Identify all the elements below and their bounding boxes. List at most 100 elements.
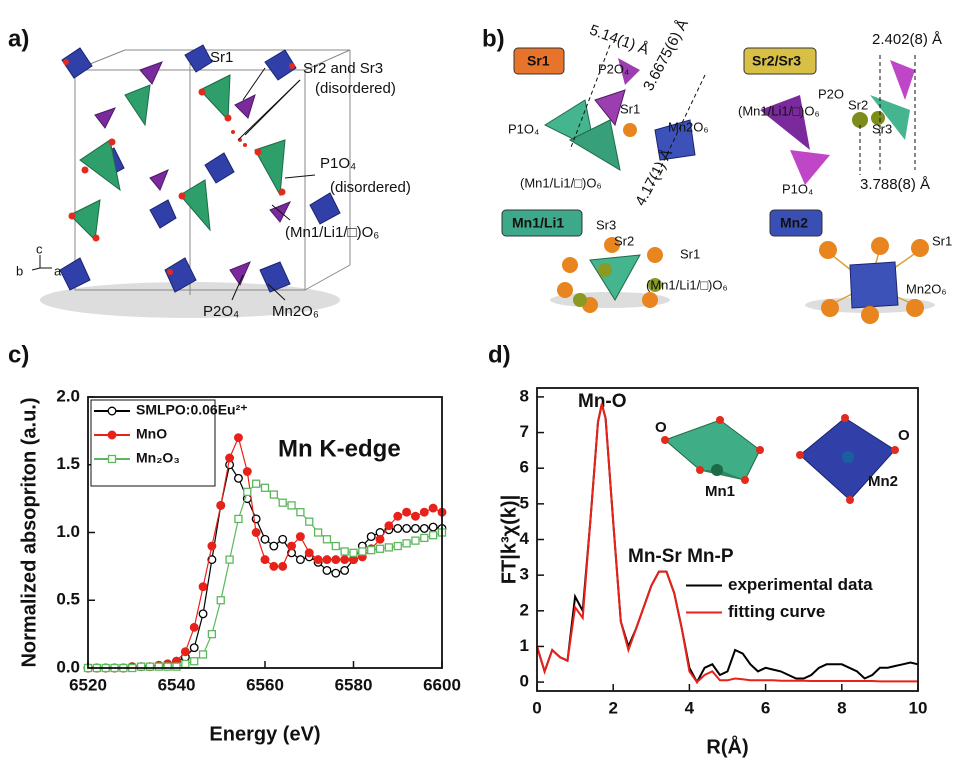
badge: Sr1 [527, 53, 550, 69]
marker [377, 545, 384, 552]
annotation: Sr1 [210, 49, 233, 66]
marker [368, 547, 375, 554]
distance: 3.6675(6) Å [640, 17, 692, 94]
marker [138, 663, 145, 670]
marker [279, 563, 287, 571]
marker [394, 512, 402, 520]
marker [235, 475, 243, 483]
marker [412, 512, 420, 520]
annotation: Mn2O₆ [668, 119, 709, 134]
annotation: Sr2 and Sr3 [303, 60, 383, 77]
annotation: P2O₄ [203, 303, 239, 320]
distance: 4.17(1) Å [632, 146, 676, 208]
marker [190, 624, 198, 632]
marker [341, 548, 348, 555]
marker [235, 434, 243, 442]
panel-label: a) [8, 25, 29, 52]
inset-polyhedra [661, 414, 899, 504]
annotation: P1O₄ [508, 121, 539, 136]
marker [164, 663, 171, 670]
x-tick-label: 6560 [246, 675, 284, 694]
marker [261, 535, 269, 543]
marker [323, 567, 331, 575]
marker [270, 563, 278, 571]
marker [429, 504, 437, 512]
legend-label: MnO [136, 426, 167, 442]
inset-label: O [655, 419, 667, 436]
annotation: Sr3 [872, 121, 892, 136]
marker [173, 663, 180, 670]
annotation: Sr2 [848, 97, 868, 112]
badge: Mn1/Li1 [512, 215, 564, 231]
y-tick-label: 6 [520, 458, 529, 477]
x-tick-label: 4 [685, 698, 695, 717]
distance: 3.788(8) Å [860, 176, 930, 193]
marker [394, 543, 401, 550]
x-axis-label: R(Å) [706, 734, 748, 758]
annotation: Sr3 [596, 217, 616, 232]
legend-label: experimental data [728, 575, 873, 594]
marker [190, 644, 198, 652]
marker [199, 610, 207, 618]
marker [244, 488, 251, 495]
inset-label: Mn2 [868, 473, 898, 490]
x-tick-label: 6 [761, 698, 770, 717]
badge: Mn2 [780, 215, 808, 231]
panel-label: c) [8, 341, 29, 368]
marker [235, 515, 242, 522]
legend-marker [108, 431, 116, 439]
marker [421, 508, 429, 516]
y-tick-label: 7 [520, 422, 529, 441]
annotation: Mn-Sr Mn-P [628, 546, 734, 567]
marker [323, 556, 331, 564]
marker [350, 549, 357, 556]
marker [385, 544, 392, 551]
x-tick-label: 8 [837, 698, 846, 717]
marker [208, 631, 215, 638]
marker [341, 556, 349, 564]
series-line [88, 465, 442, 668]
annotation: (disordered) [315, 80, 396, 97]
annotation: P1O₄ [320, 155, 356, 172]
x-tick-label: 0 [532, 698, 541, 717]
y-tick-label: 0.5 [56, 590, 80, 609]
legend-marker [109, 456, 116, 463]
marker [288, 502, 295, 509]
legend-label: fitting curve [728, 602, 825, 621]
marker [244, 468, 252, 476]
annotation: Mn K-edge [278, 435, 401, 462]
marker [297, 556, 305, 564]
marker [341, 567, 349, 575]
marker [314, 556, 322, 564]
legend-marker [108, 407, 116, 415]
panel-label: d) [488, 341, 511, 368]
marker [182, 648, 190, 656]
marker [429, 523, 437, 531]
x-tick-label: 6520 [69, 675, 107, 694]
annotation: (Mn1/Li1/□)O₆ [285, 224, 379, 241]
x-tick-label: 6580 [335, 675, 373, 694]
annotation: P2O₄ [598, 61, 629, 76]
y-tick-label: 4 [520, 529, 530, 548]
marker [262, 484, 269, 491]
crystal-structure [32, 45, 350, 318]
marker [226, 556, 233, 563]
distance: 5.14(1) Å [587, 22, 651, 59]
marker [199, 583, 207, 591]
marker [332, 543, 339, 550]
x-tick-label: 6540 [158, 675, 196, 694]
marker [261, 556, 269, 564]
marker [412, 537, 419, 544]
panel-label: b) [482, 25, 505, 52]
inset-label: Mn1 [705, 483, 735, 500]
marker [306, 518, 313, 525]
marker [270, 491, 277, 498]
marker [403, 508, 411, 516]
series-line [88, 484, 442, 668]
marker [332, 556, 340, 564]
annotation: Mn2O₆ [272, 303, 319, 320]
annotation: Sr1 [680, 246, 700, 261]
marker [279, 535, 287, 543]
x-tick-label: 2 [608, 698, 617, 717]
y-tick-label: 1.0 [56, 522, 80, 541]
